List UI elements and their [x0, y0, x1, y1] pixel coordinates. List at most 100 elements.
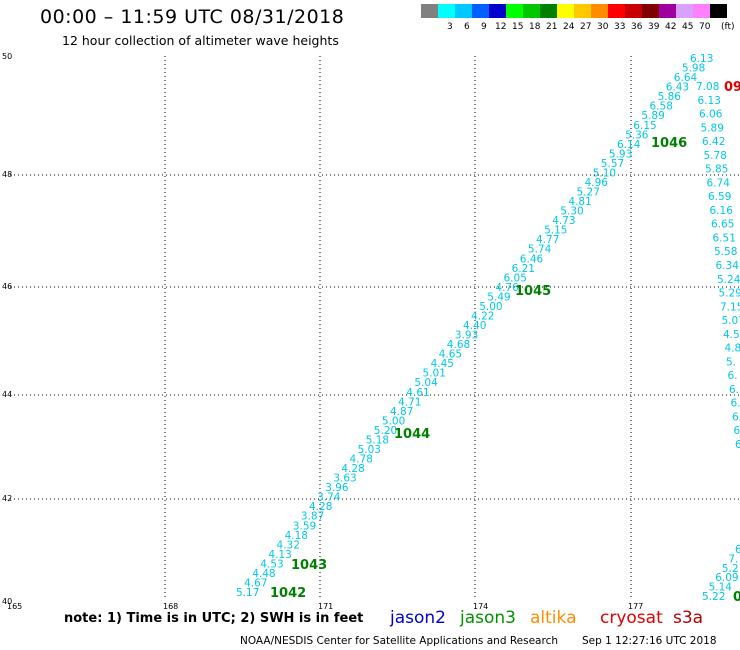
legend-swatch — [710, 4, 727, 18]
swh-value-track-c: 5.22 — [702, 591, 725, 603]
satellite-cryosat: cryosat — [600, 608, 663, 628]
swh-value-track-b: 5. — [726, 356, 736, 368]
swh-value-track-a: 4.81 — [568, 196, 591, 208]
satellite-altika: altika — [530, 608, 577, 628]
swh-value-track-a: 4.45 — [431, 358, 454, 370]
legend-label: 18 — [529, 22, 541, 32]
swh-value-track-b: 6. — [729, 384, 739, 396]
legend-swatch — [591, 4, 608, 18]
legend-swatch — [574, 4, 591, 18]
legend-label: 9 — [481, 22, 487, 32]
legend-swatch — [625, 4, 642, 18]
swh-value-track-a: 4.77 — [536, 234, 559, 246]
swh-value-track-a: 3.63 — [333, 473, 356, 485]
legend-swatch — [472, 4, 489, 18]
swh-value-track-a: 5.89 — [641, 110, 664, 122]
swh-value-track-a: 5.03 — [358, 444, 381, 456]
swh-value-track-a: 4.65 — [439, 349, 462, 361]
swh-value-track-b: 5.07 — [722, 315, 740, 327]
swh-value-track-a: 6.14 — [617, 139, 641, 151]
legend-label: 15 — [512, 22, 524, 32]
swh-value-track-b: 5.85 — [705, 164, 728, 176]
swh-value-track-a: 5.74 — [528, 244, 552, 256]
swh-value-track-a: 5.57 — [601, 158, 624, 170]
swh-value-track-b: 6 — [735, 439, 740, 451]
longitude-tick-label: 168 — [163, 602, 178, 611]
swh-value-track-b: 6.51 — [713, 233, 736, 245]
swh-value-track-a: 6.64 — [674, 72, 698, 84]
swh-value-track-b: 6. — [731, 398, 740, 410]
pass-time-label: 1046 — [651, 136, 687, 151]
legend-label: 27 — [580, 22, 592, 32]
legend-label: 12 — [495, 22, 507, 32]
swh-value-track-b: 4.8 — [725, 343, 740, 355]
swh-value-track-a: 4.61 — [406, 387, 429, 399]
swh-value-track-c: 5.2 — [722, 563, 739, 575]
swh-value-track-a: 5.15 — [544, 225, 567, 237]
swh-value-track-b: 6. — [734, 425, 740, 437]
swh-value-track-a: 4.53 — [260, 558, 283, 570]
longitude-tick-label: 174 — [473, 602, 488, 611]
swh-value-track-a: 6.05 — [504, 272, 527, 284]
swh-value-track-a: 4.22 — [471, 311, 494, 323]
swh-value-track-b: 4.5 — [723, 329, 740, 341]
swh-value-track-b: 6. — [728, 370, 738, 382]
swh-value-track-a: 4.28 — [309, 501, 332, 513]
legend-label: 6 — [464, 22, 470, 32]
footer-note: note: 1) Time is in UTC; 2) SWH is in fe… — [64, 611, 364, 626]
legend-swatch — [489, 4, 506, 18]
legend-swatch — [608, 4, 625, 18]
longitude-tick-label: 171 — [318, 602, 333, 611]
swh-value-track-b: 6. — [732, 412, 740, 424]
legend-swatch — [506, 4, 523, 18]
swh-value-track-a: 4.32 — [277, 539, 300, 551]
swh-value-track-a: 3.59 — [293, 520, 316, 532]
pass-time-label: 0 — [733, 590, 740, 605]
swh-value-track-a: 5.30 — [560, 206, 583, 218]
pass-time-label: 1043 — [291, 558, 327, 573]
swh-value-track-a: 4.40 — [463, 320, 486, 332]
swh-value-track-b: 6.74 — [707, 177, 731, 189]
satellite-jason3: jason3 — [460, 608, 516, 628]
legend-label: 33 — [614, 22, 626, 32]
longitude-tick-label: 177 — [628, 602, 643, 611]
swh-value-track-a: 3.93 — [455, 330, 478, 342]
generation-timestamp: Sep 1 12:27:16 UTC 2018 — [582, 635, 717, 647]
swh-value-track-b: 5.58 — [714, 246, 737, 258]
swh-value-track-a: 6.15 — [633, 120, 656, 132]
swh-value-track-a: 4.87 — [390, 406, 413, 418]
swh-value-track-b: 5.29 — [719, 288, 740, 300]
swh-value-track-a: 4.18 — [285, 530, 308, 542]
satellite-s3a: s3a — [673, 608, 704, 628]
swh-value-track-a: 4.96 — [585, 177, 609, 189]
latitude-tick-label: 46 — [2, 282, 12, 291]
longitude-tick-label: 165 — [7, 602, 22, 611]
swh-value-track-a: 6.13 — [690, 53, 713, 65]
swh-value-track-b: 5.24 — [717, 274, 740, 286]
legend-label: 39 — [648, 22, 660, 32]
swh-value-track-a: 5.27 — [577, 187, 600, 199]
swh-value-track-a: 5.49 — [487, 291, 510, 303]
legend-unit: (ft) — [721, 22, 735, 32]
swh-value-track-a: 5.86 — [658, 91, 682, 103]
legend-label: 24 — [563, 22, 575, 32]
legend-label: 45 — [682, 22, 694, 32]
latitude-tick-label: 44 — [2, 390, 12, 399]
swh-value-track-a: 4.48 — [252, 568, 275, 580]
swh-value-track-a: 4.76 — [495, 282, 519, 294]
swh-value-track-b: 6.06 — [699, 109, 723, 121]
swh-value-track-a: 5.01 — [423, 368, 446, 380]
legend-label: 30 — [597, 22, 609, 32]
swh-value-track-a: 5.17 — [236, 587, 259, 599]
legend-swatch — [557, 4, 574, 18]
swh-value-track-b: 5.89 — [701, 122, 724, 134]
legend-swatch — [421, 4, 438, 18]
swh-value-track-a: 6.43 — [666, 82, 689, 94]
swh-value-track-a: 5.98 — [682, 63, 705, 75]
swh-value-track-a: 5.36 — [625, 129, 649, 141]
swh-value-track-b: 5.78 — [704, 150, 727, 162]
legend-label: 36 — [631, 22, 643, 32]
page-title: 00:00 – 11:59 UTC 08/31/2018 — [40, 6, 345, 28]
swh-value-track-a: 5.00 — [479, 301, 502, 313]
